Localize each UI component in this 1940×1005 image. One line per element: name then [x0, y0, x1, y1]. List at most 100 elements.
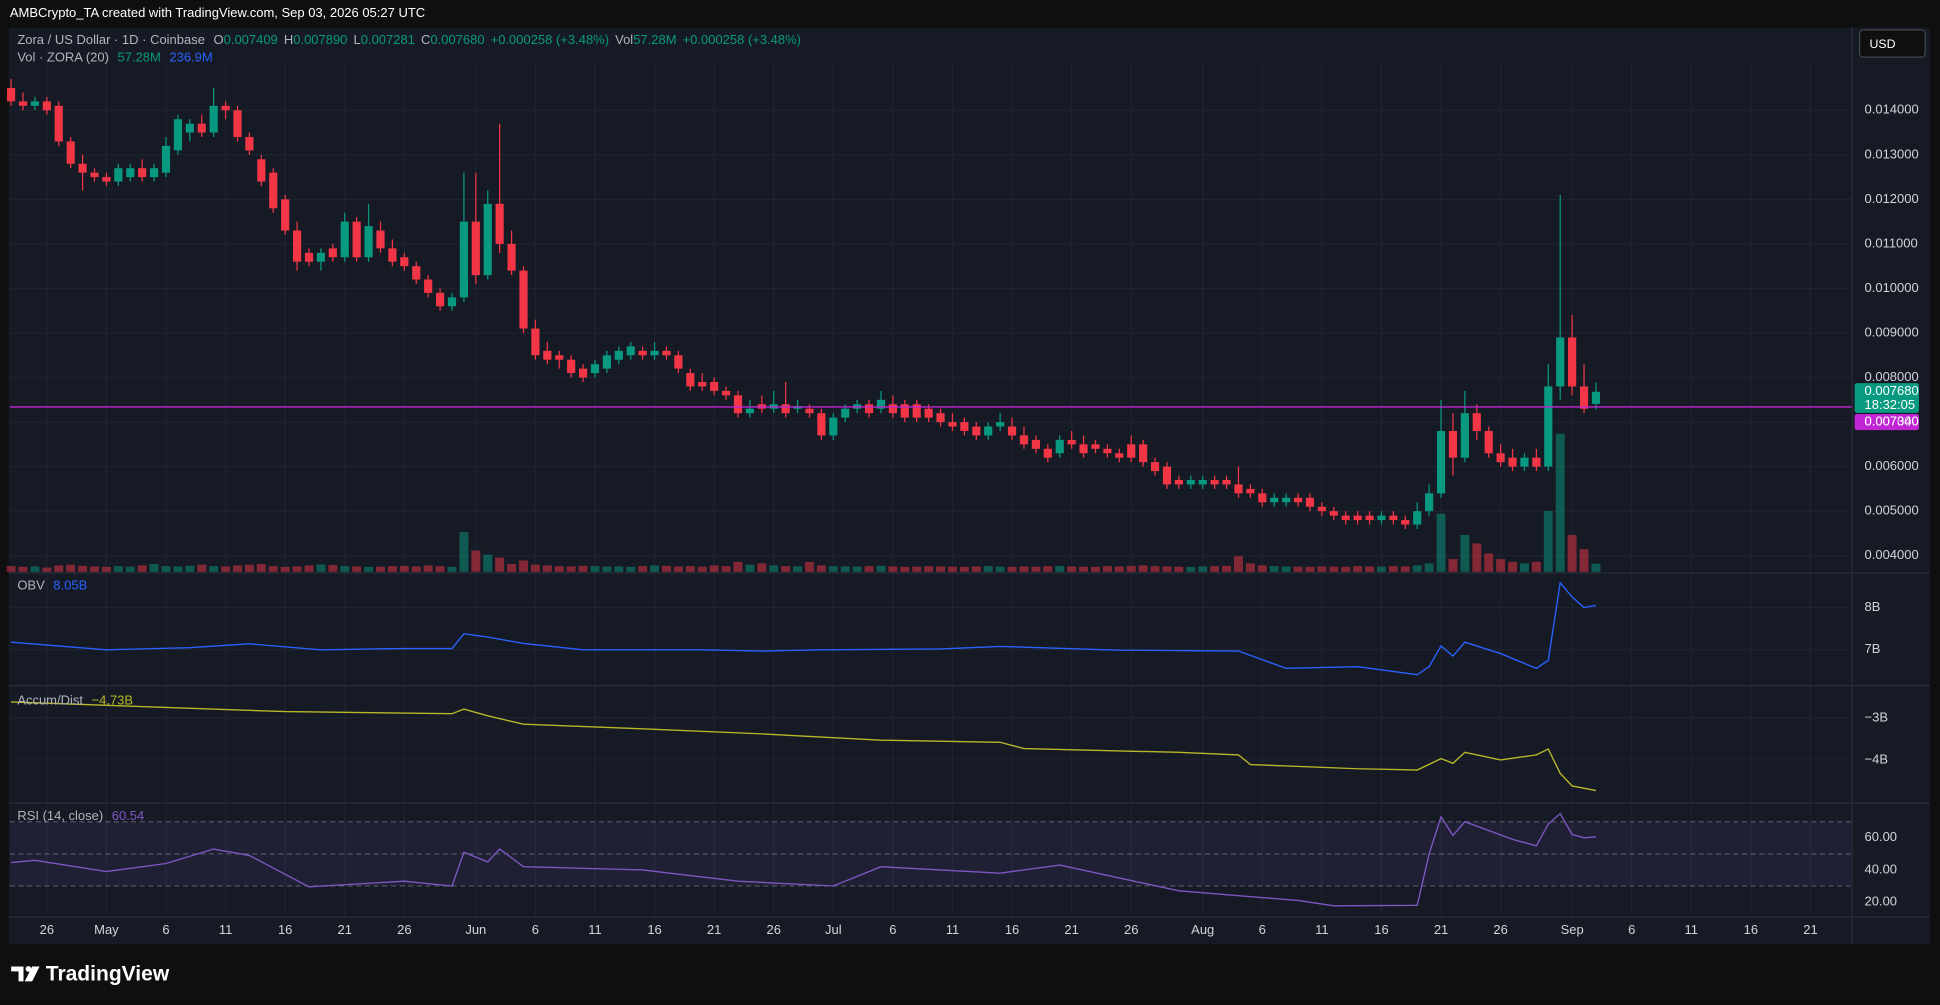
currency-label[interactable]: USD [1869, 37, 1895, 51]
candle-body [984, 426, 993, 436]
ad-value: −4.73B [92, 693, 134, 708]
x-tick-label: 26 [40, 922, 54, 937]
change: +0.000258 (+3.48%) [491, 32, 609, 47]
volume-bar [1186, 566, 1196, 572]
candle-body [781, 404, 790, 414]
vol-value: 57.28M [633, 32, 676, 47]
volume-value: 57.28M [118, 50, 161, 65]
x-tick-label: 16 [278, 922, 292, 937]
volume-bar [936, 566, 946, 572]
volume-bar [948, 566, 957, 572]
ohlc-key: C [421, 32, 430, 47]
candle-body [364, 226, 373, 258]
volume-bar [1496, 559, 1506, 572]
volume-bar [1543, 510, 1553, 572]
candle-body [1162, 466, 1172, 485]
volume-bar [1210, 566, 1220, 572]
text-layer: 26 May 6 11 16 21 26 Jun 6 11 16 21 26 Jul 6 11 16 21 26 Au… [40, 102, 1919, 937]
currency-button[interactable] [1858, 29, 1926, 58]
candle-body [245, 137, 254, 151]
volume-bar [1508, 561, 1517, 572]
candle-body [1353, 515, 1362, 521]
x-tick-label: 11 [588, 922, 601, 937]
volume-bar [1091, 566, 1100, 572]
x-tick-label: 21 [707, 922, 721, 937]
candle-body [1079, 444, 1088, 454]
symbol-legend: Zora / US Dollar · 1D · Coinbase O0.0074… [17, 32, 801, 47]
x-tick-label: 6 [889, 922, 896, 937]
candle-body [614, 350, 623, 360]
rsi-value: 60.54 [112, 808, 145, 823]
volume-bar [42, 567, 52, 572]
candle-body [30, 101, 40, 106]
candle-body [209, 105, 218, 133]
ohlc-value: 0.007680 [430, 32, 484, 47]
candle-body [90, 172, 99, 178]
x-tick-label: 21 [1064, 922, 1078, 937]
candle-body [590, 364, 600, 374]
ad-title: Accum/Dist [17, 693, 83, 708]
volume-bar [983, 566, 993, 572]
candle-body [1389, 515, 1398, 521]
candle-body [54, 105, 63, 142]
volume-bar [1400, 566, 1410, 572]
hline-price-label: 0.007340 [1865, 414, 1919, 429]
candle-body [1532, 457, 1541, 467]
volume-bar [423, 565, 433, 572]
x-tick-label: 11 [1315, 922, 1328, 937]
volume-bar [1567, 534, 1577, 572]
candle-body [1258, 493, 1267, 503]
y-tick-label: 0.004000 [1865, 547, 1919, 562]
volume-bar [757, 563, 767, 572]
candle-body [507, 243, 516, 271]
volume-bar [1162, 566, 1172, 572]
candle-body [626, 346, 635, 356]
volume-bar [542, 565, 552, 572]
volume-bar [888, 566, 898, 572]
logo-part [11, 966, 24, 982]
volume-bar [149, 563, 159, 572]
volume-bar [233, 565, 242, 572]
indicator-line [11, 812, 1597, 907]
candle-body [483, 203, 492, 276]
grid-layer [9, 62, 1853, 916]
candle-body [1413, 511, 1422, 525]
volume-bar [1531, 561, 1541, 572]
volume-bar [1031, 566, 1041, 572]
candle-body [376, 230, 385, 249]
volume-bar [590, 566, 600, 572]
volume-bar [673, 566, 683, 572]
volume-bar [66, 564, 76, 572]
x-tick-label: 16 [1374, 922, 1388, 937]
volume-bar [1043, 566, 1053, 572]
obv-value: 8.05B [53, 578, 87, 593]
chart-area [8, 27, 1931, 945]
candle-body [1103, 448, 1112, 454]
marks-layer [6, 79, 1919, 907]
candle-body [42, 101, 51, 111]
obv-legend: OBV 8.05B [17, 578, 87, 593]
volume-bar [900, 566, 910, 572]
last-price-box [1854, 383, 1919, 413]
volume-bar [733, 561, 743, 572]
candle-body [1222, 479, 1231, 485]
volume-bar [745, 564, 755, 572]
ohlc-value: 0.007281 [361, 32, 415, 47]
candle-body [531, 328, 540, 356]
candle-body [710, 381, 719, 391]
candle-body [1591, 391, 1601, 404]
candle-body [745, 408, 754, 414]
volume-bar [185, 565, 195, 572]
volume-bar [1114, 566, 1124, 572]
rsi-title: RSI (14, close) [17, 808, 103, 823]
volume-bar [364, 566, 374, 572]
candle-body [1115, 453, 1124, 458]
volume-bar [781, 566, 791, 572]
candle-body [555, 355, 564, 360]
volume-title: Vol · ZORA (20) [17, 50, 109, 65]
candle-body [1520, 457, 1529, 467]
volume-bar [912, 566, 922, 572]
volume-bar [1460, 534, 1470, 572]
y-tick-label: 0.010000 [1865, 280, 1919, 295]
y-tick-label: 0.012000 [1865, 191, 1919, 206]
